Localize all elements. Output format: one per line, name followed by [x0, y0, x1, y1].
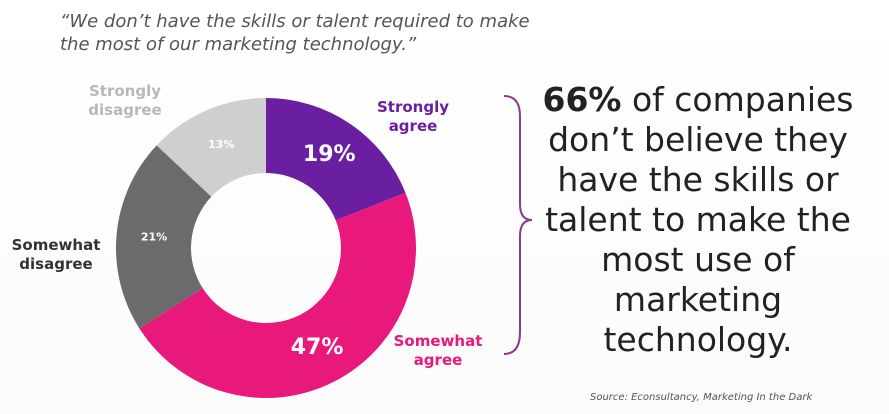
headline-percentage: 66%	[542, 80, 622, 119]
source-citation: Source: Econsultancy, Marketing In the D…	[590, 392, 813, 403]
label-somewhat-disagree: Somewhat disagree	[11, 236, 101, 273]
slice-value-somewhat-agree: 47%	[291, 335, 344, 360]
label-somewhat-agree: Somewhat agree	[393, 332, 483, 369]
donut-slice-strongly-disagree	[156, 98, 266, 197]
quote-text: “We don’t have the skills or talent requ…	[60, 11, 530, 55]
donut-slice-somewhat-disagree	[115, 145, 212, 329]
label-strongly-disagree: Strongly disagree	[88, 82, 162, 119]
brace-bracket	[503, 95, 533, 355]
donut-slice-somewhat-agree	[139, 192, 416, 398]
headline-statement: 66% of companies don’t believe they have…	[538, 80, 858, 360]
slice-value-strongly-agree: 19%	[303, 142, 356, 167]
slice-value-strongly-disagree: 13%	[208, 138, 234, 151]
slice-value-somewhat-disagree: 21%	[141, 230, 167, 243]
label-strongly-agree: Strongly agree	[376, 98, 449, 135]
donut-slice-strongly-agree	[266, 98, 406, 221]
headline-text: of companies don’t believe they have the…	[545, 80, 854, 359]
